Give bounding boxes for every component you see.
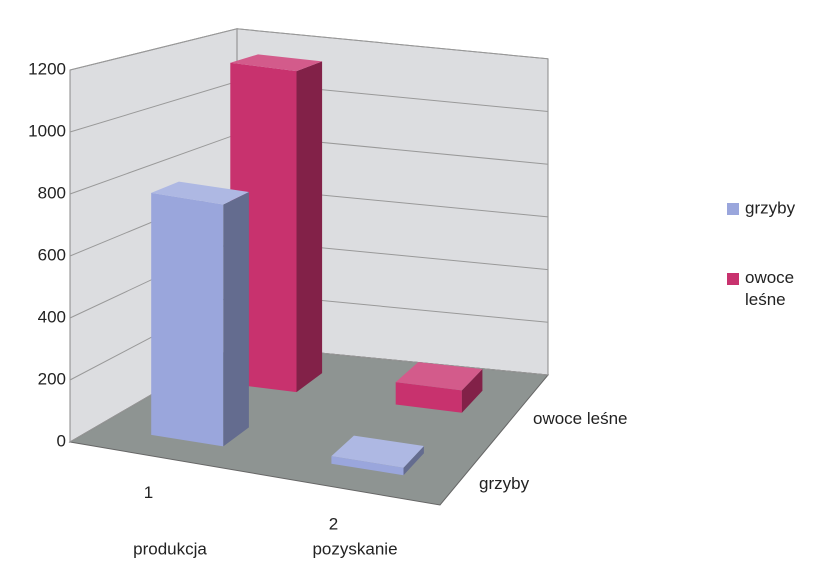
group-label: produkcja [133,539,207,558]
y-tick-label: 1000 [28,121,66,140]
y-tick-label: 400 [38,307,66,326]
bar-side [223,192,249,447]
bar-front [395,382,462,413]
legend-swatch [727,273,739,285]
bar-top [395,362,483,391]
y-tick-label: 600 [38,245,66,264]
x-tick-label: 2 [329,515,338,534]
bar-front [151,192,224,447]
bar-top [151,181,249,205]
x-tick-label: 1 [144,483,153,502]
y-tick-label: 0 [57,431,66,450]
depth-label: grzyby [479,474,530,493]
y-tick-label: 200 [38,369,66,388]
bar-side [296,61,323,393]
legend-label: owoce leśne [745,268,794,309]
legend-label: grzyby [745,198,796,217]
bar [395,362,483,413]
bar-side [403,446,424,476]
bar-top [230,54,323,72]
group-label: pozyskanie [312,539,397,558]
y-tick-label: 800 [38,183,66,202]
y-tick-label: 1200 [28,59,66,78]
bar-top [331,435,424,468]
bar [151,181,249,447]
grid-line [69,28,549,71]
bar-front [331,456,404,476]
legend-swatch [727,203,739,215]
bar [331,435,424,476]
depth-label: owoce leśne [533,409,628,428]
bar-side [461,369,483,413]
